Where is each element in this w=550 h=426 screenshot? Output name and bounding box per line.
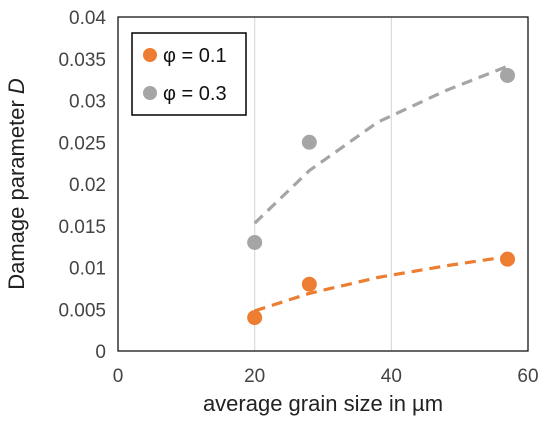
trendline-series-1	[253, 64, 509, 225]
y-tick-label: 0.03	[69, 92, 106, 113]
y-tick-label: 0.04	[69, 8, 106, 29]
plot-frame	[117, 16, 529, 352]
x-tick-label: 20	[244, 366, 265, 387]
data-point-series-0	[500, 251, 515, 267]
x-tick-labels: 0 20 40 60	[113, 366, 539, 387]
trendline-series-0	[254, 255, 508, 313]
legend-marker-phi-0-3	[143, 86, 157, 100]
y-tick-label: 0.02	[69, 175, 106, 196]
data-point-series-1	[247, 234, 263, 250]
y-tick-labels: 0 0.005 0.01 0.015 0.02 0.025 0.03 0.035 0.04	[58, 8, 106, 363]
y-axis-title-variable: D	[4, 78, 29, 94]
legend-box	[131, 32, 247, 116]
x-tick-label: 60	[517, 366, 538, 387]
y-tick-label: 0.005	[58, 300, 106, 321]
y-tick-label: 0.025	[58, 133, 106, 154]
legend-marker-phi-0-1	[143, 48, 157, 62]
y-axis-title: Damage parameter D	[4, 78, 29, 290]
data-point-series-0	[247, 310, 263, 326]
y-tick-label: 0.035	[58, 50, 106, 71]
y-axis-title-main: Damage parameter	[4, 94, 29, 290]
data-point-series-1	[301, 134, 317, 150]
data-points	[247, 67, 515, 326]
x-axis-title: average grain size in µm	[203, 391, 443, 416]
legend-label-phi-0-1: φ = 0.1	[163, 45, 227, 67]
y-tick-label: 0.015	[58, 217, 106, 238]
y-tick-label: 0.01	[69, 259, 106, 280]
trendlines	[253, 64, 509, 313]
x-tick-label: 40	[381, 366, 402, 387]
y-tick-label: 0	[95, 342, 106, 363]
legend: φ = 0.1 φ = 0.3	[131, 32, 247, 116]
x-tick-label: 0	[113, 366, 124, 387]
data-point-series-1	[500, 67, 515, 83]
data-point-series-0	[301, 276, 317, 292]
grid-lines	[254, 17, 392, 351]
legend-label-phi-0-3: φ = 0.3	[163, 83, 227, 105]
